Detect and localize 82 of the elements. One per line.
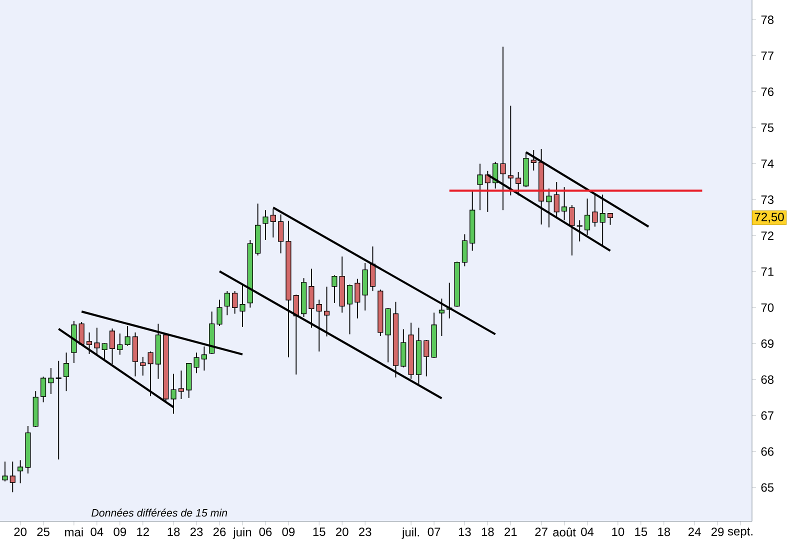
x-tick-label: 23 — [190, 528, 203, 536]
x-tick-label: 04 — [90, 528, 104, 536]
y-tick-label: 69 — [761, 339, 774, 348]
x-tick-label: 23 — [359, 528, 372, 536]
candlestick — [370, 246, 376, 292]
candlestick — [332, 274, 338, 304]
candlestick — [117, 333, 123, 356]
x-tick-label: 09 — [282, 528, 295, 536]
candlestick — [148, 351, 154, 397]
candlestick — [546, 188, 552, 228]
candlestick — [240, 284, 246, 328]
y-tick-label: 67 — [761, 411, 774, 420]
candlestick — [346, 284, 353, 335]
candlestick — [462, 234, 468, 267]
candlestick — [124, 326, 130, 346]
x-tick-label: 09 — [114, 528, 126, 536]
candlestick — [224, 290, 230, 316]
x-tick-label: 18 — [482, 528, 494, 536]
candlestick — [584, 198, 590, 236]
x-tick-label: août — [553, 528, 576, 536]
candlestick — [562, 186, 568, 221]
y-tick-label: 68 — [761, 375, 774, 384]
candlestick — [48, 368, 54, 394]
x-tick-label: juin — [232, 528, 252, 539]
x-tick-label: 15 — [313, 528, 326, 536]
candlestick — [278, 214, 284, 254]
candlestick — [178, 370, 184, 400]
x-tick-label: 06 — [259, 528, 272, 536]
x-tick-label: 20 — [14, 528, 27, 536]
y-tick-label: 78 — [761, 16, 774, 24]
candlestick — [18, 460, 24, 484]
candlestick — [40, 376, 46, 403]
candlestick — [63, 352, 70, 392]
x-tick-label: 12 — [137, 528, 149, 536]
candlestick — [194, 352, 200, 374]
y-tick-label: 74 — [761, 160, 774, 168]
candlestick — [232, 290, 238, 314]
x-tick-label: 15 — [635, 528, 648, 536]
candlestick — [554, 182, 560, 219]
y-tick-label: 77 — [761, 52, 774, 60]
x-tick-label: 18 — [168, 528, 180, 536]
candlestick — [56, 360, 62, 460]
x-tick-label: 25 — [37, 528, 50, 536]
annotation: 72,50 — [754, 212, 784, 223]
x-tick-label: 29 — [711, 528, 724, 536]
y-tick-label: 66 — [761, 447, 774, 456]
x-tick-label: 13 — [458, 528, 471, 536]
candlestick — [324, 286, 330, 337]
candlestick — [316, 299, 322, 352]
y-tick-label: 75 — [761, 124, 774, 132]
candlestick — [607, 212, 614, 226]
candlestick — [2, 461, 8, 482]
x-tick-label: 21 — [504, 528, 517, 536]
x-tick-label: 27 — [535, 528, 548, 536]
y-tick-label: 70 — [761, 303, 774, 312]
x-tick-label: 24 — [688, 528, 701, 536]
x-tick-label: mai — [65, 528, 83, 536]
y-tick-label: 76 — [761, 87, 774, 96]
y-tick-label: 65 — [761, 483, 774, 492]
x-tick-label: 07 — [428, 528, 440, 536]
x-tick-label: 20 — [336, 528, 348, 536]
candlestick — [424, 340, 430, 377]
x-tick-label: 10 — [612, 528, 624, 536]
candlestick — [102, 342, 108, 360]
candlestick — [354, 278, 360, 319]
candlestick — [10, 461, 16, 493]
y-tick-label: 73 — [761, 195, 774, 204]
candlestick — [262, 210, 268, 240]
candlestick — [216, 299, 222, 326]
candlestick — [293, 294, 299, 376]
x-tick-label: juil. — [402, 528, 419, 539]
y-tick-label: 72 — [761, 231, 774, 240]
candlestick — [477, 163, 483, 211]
x-tick-label: sept. — [728, 528, 752, 538]
x-tick-label: 04 — [581, 528, 594, 536]
annotation: Données différées de 15 min — [92, 508, 228, 517]
y-tick-label: 71 — [761, 268, 774, 276]
x-tick-label: 18 — [658, 528, 670, 536]
x-tick-label: 26 — [213, 528, 226, 536]
candlestick — [400, 328, 406, 368]
candlestick — [86, 332, 92, 354]
candlestick — [140, 356, 146, 376]
